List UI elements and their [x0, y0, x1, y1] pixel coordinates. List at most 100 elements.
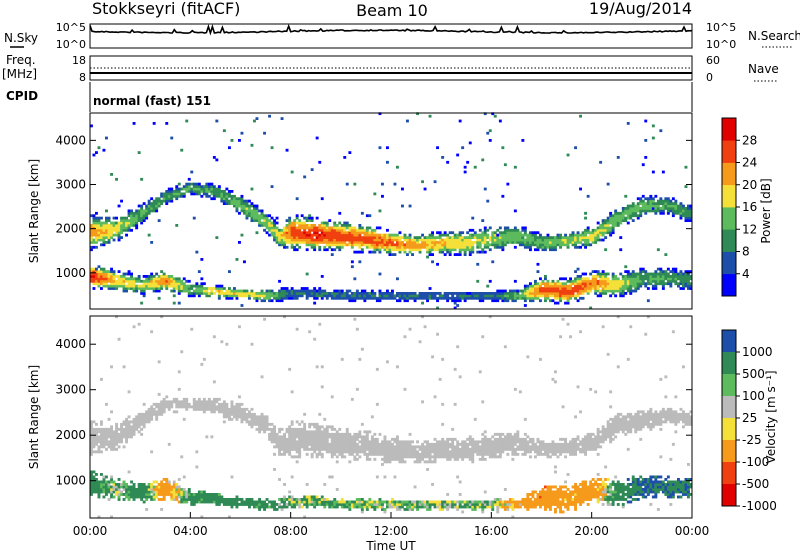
heatmap-cell [225, 412, 229, 416]
heatmap-cell [503, 299, 507, 303]
heatmap-cell [315, 425, 319, 429]
heatmap-cell [157, 402, 161, 406]
heatmap-cell [92, 440, 96, 444]
heatmap-cell [363, 241, 367, 244]
heatmap-cell [225, 342, 229, 346]
heatmap-cell [674, 207, 678, 210]
heatmap-cell [303, 503, 307, 506]
heatmap-cell [112, 279, 116, 283]
heatmap-cell [345, 442, 349, 446]
heatmap-cell [375, 248, 379, 252]
heatmap-cell [205, 192, 209, 196]
heatmap-cell [192, 216, 196, 220]
heatmap-cell [305, 216, 309, 220]
heatmap-cell [539, 241, 542, 244]
heatmap-cell [594, 238, 598, 242]
heatmap-cell [360, 243, 364, 247]
heatmap-cell [325, 498, 329, 501]
heatmap-cell [589, 306, 593, 310]
heatmap-cell [491, 292, 495, 295]
heatmap-cell [155, 199, 159, 203]
heatmap-cell [233, 415, 236, 419]
heatmap-cell [298, 245, 302, 249]
heatmap-cell [325, 243, 329, 247]
heatmap-cell [589, 279, 593, 283]
heatmap-cell [501, 289, 505, 293]
heatmap-cell [375, 241, 379, 244]
heatmap-cell [105, 493, 108, 496]
heatmap-cell [684, 282, 688, 286]
heatmap-cell [386, 160, 389, 164]
heatmap-cell [315, 233, 319, 237]
heatmap-cell [345, 427, 349, 431]
heatmap-cell [363, 450, 367, 454]
heatmap-cell [599, 277, 603, 281]
heatmap-cell [280, 289, 284, 293]
heatmap-cell [115, 282, 118, 286]
heatmap-cell [401, 440, 404, 444]
heatmap-cell [105, 219, 108, 222]
heatmap-cell [521, 139, 525, 142]
heatmap-cell [521, 243, 525, 247]
heatmap-cell [631, 207, 635, 210]
heatmap-cell [629, 289, 633, 293]
heatmap-cell [549, 284, 552, 288]
heatmap-cell [471, 248, 475, 252]
heatmap-cell [559, 243, 562, 247]
heatmap-cell [258, 498, 261, 501]
heatmap-cell [360, 248, 364, 252]
heatmap-cell [313, 505, 317, 509]
heatmap-cell [313, 245, 317, 249]
heatmap-cell [363, 243, 367, 247]
heatmap-cell [476, 243, 480, 247]
heatmap-cell [170, 197, 174, 201]
heatmap-cell [579, 282, 582, 286]
heatmap-cell [486, 228, 490, 232]
heatmap-cell [265, 216, 269, 220]
heatmap-cell [160, 412, 164, 416]
heatmap-cell [639, 279, 643, 283]
heatmap-cell [393, 505, 397, 509]
heatmap-cell [197, 400, 201, 404]
heatmap-cell [135, 420, 139, 424]
heatmap-cell [360, 508, 364, 511]
heatmap-cell [95, 490, 98, 494]
heatmap-cell [413, 447, 417, 451]
heatmap-cell [333, 248, 337, 252]
heatmap-cell [521, 236, 525, 239]
heatmap-cell [187, 490, 191, 494]
heatmap-cell [112, 272, 116, 276]
heatmap-cell [170, 194, 174, 198]
heatmap-cell [501, 146, 505, 150]
heatmap-cell [584, 277, 587, 281]
heatmap-cell [298, 228, 302, 232]
heatmap-cell [661, 284, 665, 288]
heatmap-cell [145, 207, 149, 210]
heatmap-cell [278, 294, 281, 298]
heatmap-cell [295, 440, 299, 444]
heatmap-cell [591, 270, 595, 273]
heatmap-cell [486, 243, 490, 247]
heatmap-cell [120, 221, 123, 225]
heatmap-cell [518, 294, 522, 298]
heatmap-cell [458, 292, 462, 295]
heatmap-cell [536, 292, 540, 295]
heatmap-cell [370, 437, 374, 441]
heatmap-cell [463, 248, 467, 252]
heatmap-cell [330, 248, 334, 252]
heatmap-cell [383, 437, 387, 441]
heatmap-cell [248, 412, 251, 416]
heatmap-cell [468, 228, 472, 232]
heatmap-cell [318, 450, 322, 454]
heatmap-cell [423, 452, 427, 456]
heatmap-cell [549, 238, 552, 242]
heatmap-cell [456, 238, 460, 242]
heatmap-cell [238, 405, 241, 409]
heatmap-cell [391, 241, 394, 244]
heatmap-cell [175, 187, 179, 191]
heatmap-cell [368, 447, 372, 451]
heatmap-cell [566, 153, 570, 157]
heatmap-cell [142, 214, 146, 218]
heatmap-cell [97, 219, 101, 222]
heatmap-cell [160, 282, 164, 286]
